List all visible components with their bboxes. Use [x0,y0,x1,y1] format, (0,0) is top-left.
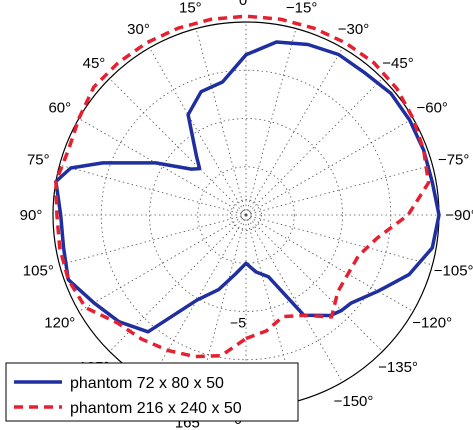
grid-spoke [149,47,247,216]
grid-spoke [245,214,414,312]
legend-box [5,362,299,422]
grid-spoke [245,214,433,266]
grid-ring [100,69,392,361]
theta-tick-label: −60° [416,100,447,117]
theta-tick-label: 90° [20,207,43,224]
legend: phantom 72 x 80 x 50 phantom 216 x 240 x… [5,362,299,422]
theta-tick-label: −45° [382,55,413,72]
theta-tick-label: 0° [239,0,253,9]
grid-spoke [195,214,247,402]
grid-spoke [245,214,297,402]
radial-tick-label: −5 [230,315,246,331]
grid-spoke [245,164,433,216]
theta-tick-label: −150° [334,393,374,410]
theta-tick-label: −30° [338,21,369,38]
grid-ring [149,118,343,312]
grid-ring [197,166,295,264]
grid-spoke [78,214,247,312]
legend-label-series-2: phantom 216 x 240 x 50 [70,400,242,417]
grid-spoke [245,47,343,216]
series-line-2 [54,14,431,359]
theta-tick-label: −90° [445,207,473,224]
grid-spoke [109,78,247,216]
theta-tick-label: −120° [412,315,452,332]
grid-spoke [109,214,247,352]
legend-label-series-1: phantom 72 x 80 x 50 [70,375,224,392]
theta-tick-label: 120° [44,315,75,332]
grid-spoke [245,78,383,216]
polar-grid [52,21,440,409]
theta-tick-label: −15° [286,0,317,16]
grid-spoke [59,164,247,216]
theta-tick-label: 60° [48,100,71,117]
theta-tick-label: 75° [27,151,50,168]
theta-tick-label: 30° [127,21,150,38]
theta-tick-label: 15° [179,0,202,16]
grid-spoke [149,214,247,383]
grid-spoke [78,118,247,216]
theta-tick-label: −105° [434,263,473,280]
series-layer [54,14,441,359]
grid-ring [230,199,262,231]
theta-tick-label: 45° [83,55,106,72]
grid-spoke [245,214,383,352]
grid-spoke [59,214,247,266]
grid-spoke [245,28,297,216]
grid-spoke [245,118,414,216]
grid-spoke [195,28,247,216]
theta-tick-label: 105° [23,263,54,280]
theta-tick-label: −135° [378,359,418,376]
series-line-1 [54,40,441,334]
theta-tick-label: −75° [438,151,469,168]
grid-spoke [245,214,343,383]
